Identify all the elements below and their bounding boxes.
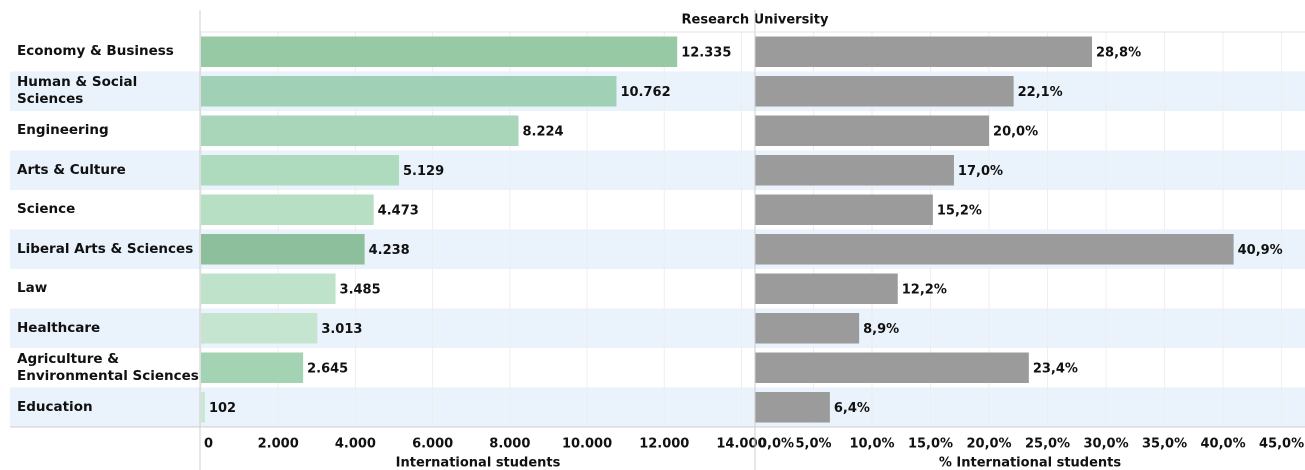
x-tick-label: 15,0% [908, 437, 953, 452]
bar [201, 194, 374, 225]
value-label: 8,9% [863, 322, 899, 337]
x-tick-label: 0 [204, 437, 213, 452]
x-tick-label: 8.000 [489, 437, 530, 452]
bar [201, 76, 617, 107]
bar [201, 313, 318, 344]
value-label: 28,8% [1096, 45, 1141, 60]
value-label: 8.224 [522, 124, 563, 139]
x-tick-label: 14.000 [716, 437, 766, 452]
x-tick-label: 4.000 [335, 437, 376, 452]
value-label: 22,1% [1018, 85, 1063, 100]
value-label: 23,4% [1033, 361, 1078, 376]
x-tick-label: 2.000 [258, 437, 299, 452]
x-tick-label: 35,0% [1142, 437, 1187, 452]
category-label: Science [17, 201, 76, 218]
value-label: 3.013 [321, 322, 362, 337]
value-label: 10.762 [620, 85, 670, 100]
bar [755, 313, 860, 344]
value-label: 3.485 [340, 282, 381, 297]
value-label: 6,4% [834, 401, 870, 416]
category-label: Human & Social Sciences [17, 74, 138, 108]
bar [755, 352, 1029, 383]
category-label: Liberal Arts & Sciences [17, 240, 194, 257]
x-tick-label: 10,0% [849, 437, 894, 452]
bar [201, 115, 519, 146]
value-label: 102 [209, 401, 236, 416]
bar [755, 194, 933, 225]
category-label: Engineering [17, 122, 109, 139]
bar [201, 155, 400, 186]
value-label: 5.129 [403, 164, 444, 179]
value-label: 12,2% [902, 282, 947, 297]
bar [201, 36, 678, 67]
bar [755, 76, 1014, 107]
x-axis-title: % International students [939, 456, 1122, 470]
bar [201, 273, 336, 304]
bar [201, 352, 304, 383]
category-label: Agriculture & Environmental Sciences [17, 350, 199, 384]
bar [201, 234, 365, 265]
x-tick-label: 40,0% [1201, 437, 1246, 452]
x-axis-title: International students [396, 456, 561, 470]
value-label: 12.335 [681, 45, 731, 60]
x-tick-label: 20,0% [966, 437, 1011, 452]
bar [755, 234, 1234, 265]
bar [201, 392, 205, 423]
category-label: Education [17, 398, 93, 415]
x-tick-label: 25,0% [1025, 437, 1070, 452]
bar [755, 155, 954, 186]
x-tick-label: 10.000 [562, 437, 612, 452]
category-label: Arts & Culture [17, 161, 126, 178]
category-label: Economy & Business [17, 43, 174, 60]
x-tick-label: 12.000 [639, 437, 689, 452]
value-label: 20,0% [993, 124, 1038, 139]
value-label: 15,2% [937, 203, 982, 218]
row-band [10, 387, 1305, 427]
bar [755, 273, 898, 304]
x-tick-label: 30,0% [1084, 437, 1129, 452]
x-tick-label: 6.000 [412, 437, 453, 452]
value-label: 2.645 [307, 361, 348, 376]
bar [755, 115, 990, 146]
x-tick-label: 5,0% [795, 437, 831, 452]
bar [755, 392, 830, 423]
category-label: Healthcare [17, 319, 101, 336]
value-label: 40,9% [1238, 243, 1283, 258]
value-label: 4.473 [378, 203, 419, 218]
value-label: 17,0% [958, 164, 1003, 179]
x-tick-label: 0,0% [758, 437, 794, 452]
x-tick-label: 45,0% [1259, 437, 1304, 452]
bar [755, 36, 1093, 67]
category-label: Law [17, 280, 48, 297]
value-label: 4.238 [369, 243, 410, 258]
